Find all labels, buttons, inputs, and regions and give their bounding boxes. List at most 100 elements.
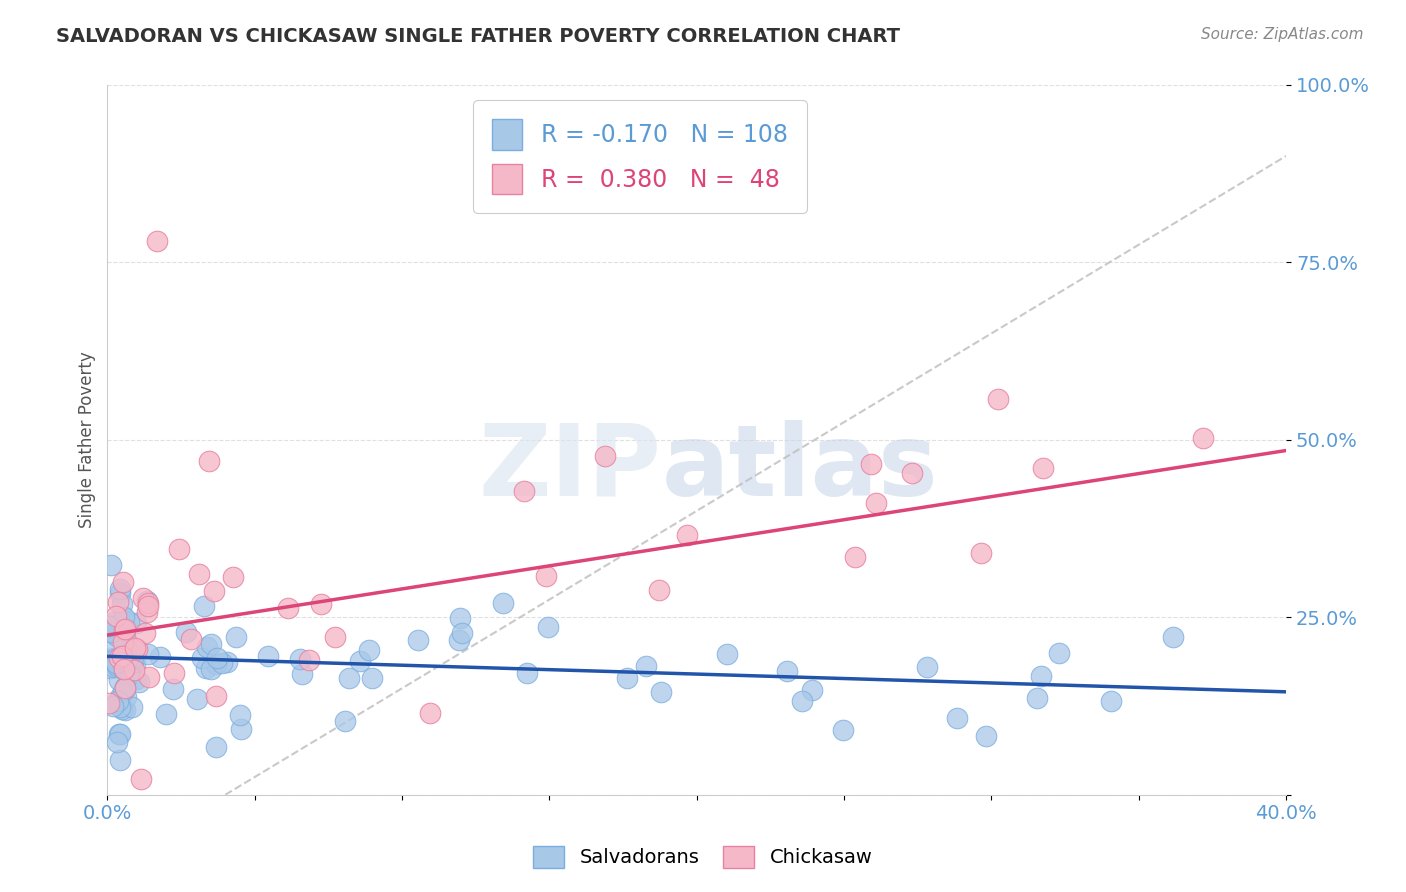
Point xyxy=(859,457,882,471)
Point xyxy=(800,683,823,698)
Point xyxy=(419,706,441,721)
Point xyxy=(97,696,120,710)
Point xyxy=(138,670,160,684)
Point xyxy=(634,658,657,673)
Point xyxy=(215,655,238,669)
Point xyxy=(105,653,128,667)
Point xyxy=(1032,461,1054,475)
Point xyxy=(447,633,470,648)
Point xyxy=(101,650,124,665)
Point xyxy=(122,652,145,666)
Point xyxy=(309,597,332,611)
Point xyxy=(198,454,221,468)
Point xyxy=(775,664,797,678)
Point xyxy=(108,727,131,741)
Point xyxy=(191,651,214,665)
Point xyxy=(114,703,136,717)
Point xyxy=(516,665,538,680)
Point xyxy=(104,656,127,670)
Point xyxy=(111,629,134,643)
Point xyxy=(100,624,122,639)
Point xyxy=(231,722,253,736)
Point xyxy=(406,632,429,647)
Point xyxy=(112,684,135,698)
Point xyxy=(1192,431,1215,445)
Point xyxy=(103,659,125,673)
Point xyxy=(792,694,814,708)
Point xyxy=(149,650,172,665)
Point xyxy=(180,632,202,647)
Point xyxy=(146,234,169,248)
Point xyxy=(832,723,855,737)
Point xyxy=(844,550,866,565)
Point xyxy=(136,648,159,662)
Point xyxy=(124,657,146,672)
Point xyxy=(205,690,228,704)
Point xyxy=(225,630,247,644)
Point xyxy=(288,652,311,666)
Point xyxy=(970,546,993,560)
Point xyxy=(976,729,998,743)
Point xyxy=(115,690,138,705)
Point xyxy=(492,596,515,610)
Legend: R = -0.170   N = 108, R =  0.380   N =  48: R = -0.170 N = 108, R = 0.380 N = 48 xyxy=(472,100,807,213)
Point xyxy=(917,660,939,674)
Point xyxy=(333,714,356,728)
Point xyxy=(195,640,218,654)
Point xyxy=(1161,630,1184,644)
Text: Source: ZipAtlas.com: Source: ZipAtlas.com xyxy=(1201,27,1364,42)
Point xyxy=(108,582,131,596)
Point xyxy=(103,615,125,629)
Point xyxy=(290,667,312,681)
Point xyxy=(162,682,184,697)
Point xyxy=(118,615,141,629)
Point xyxy=(114,680,136,694)
Point xyxy=(1025,691,1047,706)
Point xyxy=(112,623,135,637)
Point xyxy=(101,699,124,714)
Point xyxy=(204,657,226,672)
Point xyxy=(675,528,697,542)
Point xyxy=(536,569,558,583)
Point xyxy=(1029,668,1052,682)
Point xyxy=(111,574,134,589)
Point xyxy=(650,684,672,698)
Point xyxy=(105,609,128,624)
Point xyxy=(121,647,143,661)
Point xyxy=(155,706,177,721)
Point xyxy=(221,570,243,584)
Point xyxy=(134,625,156,640)
Point xyxy=(104,652,127,666)
Point xyxy=(117,651,139,665)
Point xyxy=(205,740,228,755)
Point xyxy=(118,645,141,659)
Point xyxy=(276,601,298,615)
Point xyxy=(117,666,139,681)
Point xyxy=(200,662,222,676)
Point xyxy=(616,671,638,685)
Point xyxy=(117,668,139,682)
Point xyxy=(648,582,671,597)
Legend: Salvadorans, Chickasaw: Salvadorans, Chickasaw xyxy=(523,836,883,878)
Text: ZIP: ZIP xyxy=(478,420,661,516)
Point xyxy=(125,672,148,686)
Point xyxy=(169,541,191,556)
Point xyxy=(298,653,321,667)
Point xyxy=(361,671,384,685)
Point xyxy=(337,671,360,685)
Point xyxy=(110,654,132,668)
Point xyxy=(200,637,222,651)
Point xyxy=(108,754,131,768)
Point xyxy=(111,649,134,664)
Point xyxy=(105,638,128,652)
Point xyxy=(1099,694,1122,708)
Point xyxy=(1047,646,1070,660)
Point xyxy=(865,495,887,509)
Point xyxy=(111,635,134,649)
Point xyxy=(136,605,159,619)
Point xyxy=(118,659,141,673)
Point xyxy=(125,615,148,630)
Point xyxy=(136,595,159,609)
Text: atlas: atlas xyxy=(661,420,938,516)
Point xyxy=(187,567,209,582)
